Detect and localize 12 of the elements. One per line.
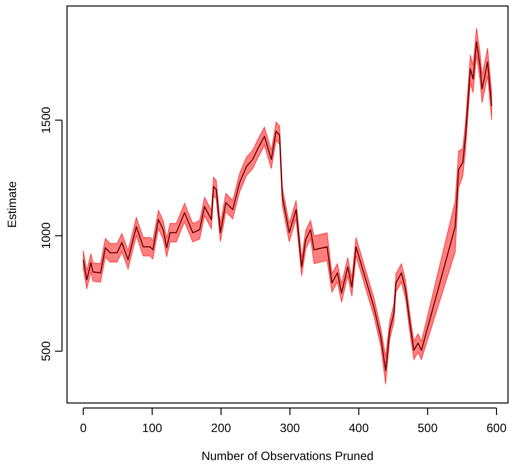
y-tick-label: 1500 — [39, 106, 53, 134]
x-tick-label: 0 — [80, 421, 87, 435]
y-axis-title: Estimate — [5, 180, 19, 228]
y-tick-label: 1000 — [39, 222, 53, 250]
x-tick-label: 400 — [348, 421, 370, 435]
y-tick-label: 500 — [39, 340, 53, 362]
x-tick-label: 600 — [486, 421, 507, 435]
x-axis-title: Number of Observations Pruned — [201, 449, 374, 463]
x-tick-label: 100 — [142, 421, 163, 435]
x-tick-label: 500 — [418, 421, 438, 435]
x-tick-label: 300 — [280, 421, 300, 435]
x-tick-label: 200 — [211, 421, 232, 435]
